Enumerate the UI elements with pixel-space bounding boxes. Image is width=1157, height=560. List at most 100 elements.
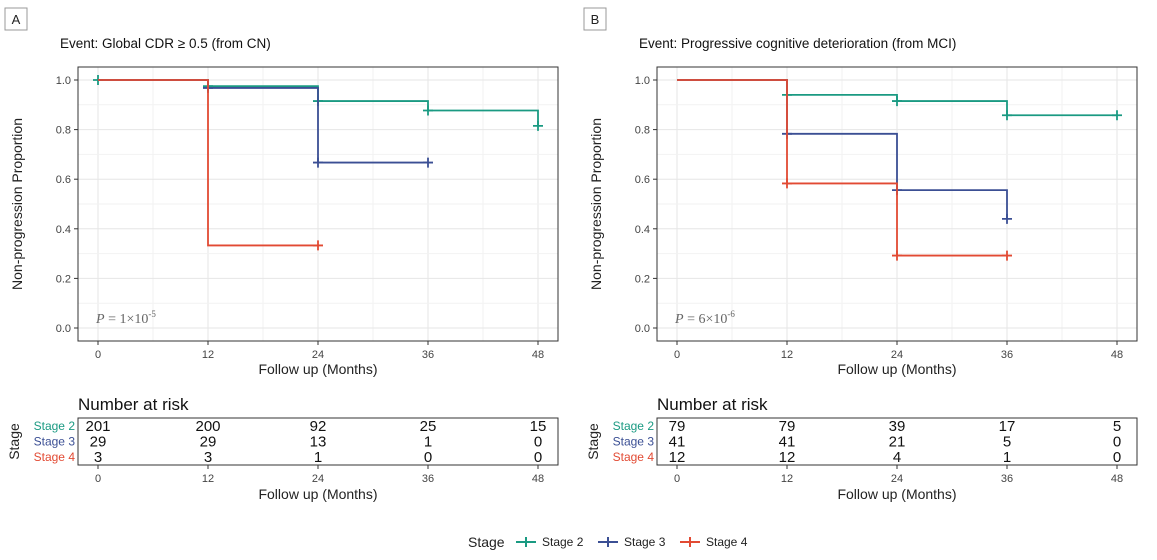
- censor-mark: [782, 178, 792, 189]
- risk-x-axis-label: Follow up (Months): [258, 486, 377, 502]
- risk-value: 12: [779, 449, 796, 466]
- series-line: [677, 79, 1007, 257]
- p-value-exponent: -5: [148, 309, 156, 319]
- risk-row-stage-3: Stage 3 41 41 21 5 0: [613, 434, 1122, 451]
- risk-value: 41: [779, 434, 796, 451]
- censor-mark: [1002, 110, 1012, 121]
- panel-label: A: [4, 7, 28, 31]
- x-tick-label: 48: [532, 349, 544, 361]
- censor-mark: [892, 250, 902, 261]
- risk-value: 41: [669, 434, 686, 451]
- x-tick-label: 48: [1111, 349, 1123, 361]
- x-tick-label: 36: [1001, 349, 1013, 361]
- risk-value: 1: [314, 449, 322, 466]
- y-tick-label: 0.4: [56, 224, 71, 236]
- series-stage-4: [98, 79, 323, 251]
- risk-x-tick-label: 12: [202, 473, 214, 485]
- legend-item-stage-2: Stage 2: [516, 535, 584, 549]
- risk-x-tick-label: 24: [312, 473, 324, 485]
- risk-value: 29: [90, 434, 107, 451]
- risk-value: 21: [889, 434, 906, 451]
- legend-key: [598, 537, 618, 547]
- risk-row-stage-3: Stage 3 29 29 13 1 0: [34, 434, 543, 451]
- risk-table-ylabel: Stage: [6, 423, 22, 460]
- p-symbol: P: [674, 312, 684, 327]
- x-tick-label: 0: [674, 349, 680, 361]
- series-stage-4: [677, 79, 1012, 261]
- risk-value: 4: [893, 449, 901, 466]
- risk-table-title: Number at risk: [78, 395, 189, 414]
- risk-value: 25: [420, 418, 437, 435]
- p-value-exponent: -6: [727, 309, 735, 319]
- risk-value: 39: [889, 418, 906, 435]
- panel-label-box: [583, 7, 607, 31]
- p-value-annotation: P = 1×10-5: [95, 309, 156, 327]
- censor-mark: [1002, 213, 1012, 224]
- risk-value: 0: [534, 434, 542, 451]
- risk-row-label: Stage 3: [34, 435, 76, 449]
- risk-value: 200: [195, 418, 220, 435]
- p-value-annotation: P = 6×10-6: [674, 309, 735, 327]
- panel-label: B: [583, 7, 607, 31]
- risk-value: 79: [779, 418, 796, 435]
- x-tick-label: 12: [202, 349, 214, 361]
- censor-mark: [533, 120, 543, 131]
- risk-row-label: Stage 4: [34, 450, 76, 464]
- y-tick-label: 0.2: [635, 273, 650, 285]
- y-tick-label: 0.8: [635, 125, 650, 137]
- risk-value: 92: [310, 418, 327, 435]
- panel-b-chart: B Event: Progressive cognitive deteriorat…: [583, 7, 1138, 502]
- risk-value: 79: [669, 418, 686, 435]
- legend-key: [516, 537, 536, 547]
- y-tick-label: 1.0: [56, 75, 71, 87]
- risk-value: 5: [1113, 418, 1121, 435]
- p-value-text: = 6×10: [684, 312, 728, 327]
- legend-label: Stage 4: [706, 535, 748, 549]
- p-value-text: = 1×10: [105, 312, 149, 327]
- censor-mark: [892, 96, 902, 107]
- legend-key: [680, 537, 700, 547]
- y-axis-label: Non-progression Proportion: [9, 118, 25, 290]
- risk-value: 0: [1113, 449, 1121, 466]
- y-axis-label: Non-progression Proportion: [588, 118, 604, 290]
- risk-x-tick-label: 12: [781, 473, 793, 485]
- risk-value: 3: [94, 449, 102, 466]
- risk-value: 0: [424, 449, 432, 466]
- risk-value: 13: [310, 434, 327, 451]
- x-tick-label: 24: [312, 349, 324, 361]
- x-tick-label: 0: [95, 349, 101, 361]
- legend-label: Stage 2: [542, 535, 584, 549]
- risk-value: 1: [1003, 449, 1011, 466]
- risk-table-title: Number at risk: [657, 395, 768, 414]
- risk-row-label: Stage 3: [613, 435, 655, 449]
- risk-x-tick-label: 48: [1111, 473, 1123, 485]
- legend-label: Stage 3: [624, 535, 666, 549]
- censor-mark: [1002, 250, 1012, 261]
- censor-mark: [313, 240, 323, 251]
- panel-a: A Event: Global CDR ≥ 0.5 (from CN) 0.0 0.2…: [0, 0, 578, 520]
- series-stage-2: [677, 79, 1122, 121]
- risk-table-border: [656, 417, 1138, 466]
- risk-row-label: Stage 2: [613, 419, 655, 433]
- panel-label-text: B: [591, 12, 600, 27]
- risk-x-tick-label: 36: [422, 473, 434, 485]
- risk-value: 201: [85, 418, 110, 435]
- censor-mark: [423, 157, 433, 168]
- risk-x-axis-label: Follow up (Months): [837, 486, 956, 502]
- y-tick-label: 0.4: [635, 224, 650, 236]
- panel-a-chart: A Event: Global CDR ≥ 0.5 (from CN) 0.0 0.2…: [4, 7, 559, 502]
- risk-value: 15: [530, 418, 547, 435]
- x-axis-label: Follow up (Months): [258, 361, 377, 377]
- panel-label-box: [4, 7, 28, 31]
- legend-item-stage-4: Stage 4: [680, 535, 748, 549]
- risk-x-tick-label: 48: [532, 473, 544, 485]
- y-tick-label: 0.2: [56, 273, 71, 285]
- risk-row-label: Stage 2: [34, 419, 76, 433]
- y-tick-label: 0.8: [56, 125, 71, 137]
- risk-row-stage-2: Stage 2 201 200 92 25 15: [34, 418, 547, 435]
- x-axis-label: Follow up (Months): [837, 361, 956, 377]
- risk-table-border: [77, 417, 559, 466]
- panel-b: B Event: Progressive cognitive deteriorat…: [579, 0, 1157, 520]
- risk-value: 29: [200, 434, 217, 451]
- risk-value: 5: [1003, 434, 1011, 451]
